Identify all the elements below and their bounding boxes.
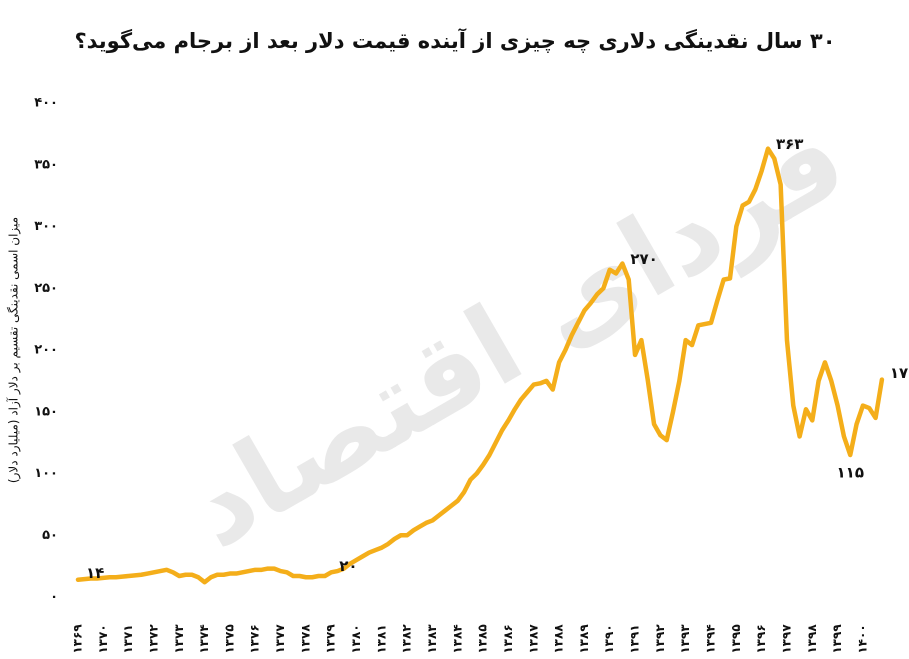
- x-tick-label: ۱۳۷۴: [197, 624, 211, 653]
- x-tick-label: ۱۳۷۵: [222, 624, 236, 653]
- x-tick-label: ۱۳۷۲: [146, 624, 160, 654]
- x-tick-label: ۱۳۸۸: [552, 624, 566, 654]
- x-tick-label: ۱۳۸۶: [501, 624, 515, 653]
- x-tick-label: ۱۳۷۷: [273, 624, 287, 654]
- x-tick-label: ۱۳۶۹: [71, 624, 85, 654]
- y-tick-label: ۲۵۰: [34, 281, 58, 296]
- y-tick-label: ۳۵۰: [34, 157, 58, 172]
- x-tick-label: ۱۳۷۹: [324, 624, 338, 654]
- x-tick-label: ۱۳۷۶: [248, 624, 262, 653]
- line-series: [75, 146, 885, 585]
- x-tick-label: ۱۳۸۷: [526, 624, 540, 654]
- data-label: ۲۷۰: [630, 250, 657, 268]
- x-tick-label: ۱۳۷۳: [172, 624, 186, 654]
- x-tick-label: ۱۳۹۹: [830, 624, 844, 654]
- y-tick-label: ۵۰: [42, 528, 58, 543]
- x-tick-label: ۱۳۸۳: [425, 624, 439, 654]
- x-tick-label: ۱۳۸۴: [450, 624, 464, 653]
- data-label: ۳۶۳: [776, 135, 803, 153]
- data-label: ۲۰: [339, 557, 357, 575]
- data-label: ۱۴: [86, 564, 104, 582]
- y-tick-label: ۱۵۰: [34, 404, 58, 419]
- x-tick-label: ۱۳۹۱: [628, 624, 642, 653]
- x-tick-label: ۱۳۹۳: [678, 624, 692, 654]
- data-label: ۱۷۶: [890, 364, 909, 382]
- x-tick-label: ۱۳۸۱: [374, 624, 388, 653]
- x-tick-label: ۱۳۷۰: [96, 624, 110, 653]
- y-axis-label: میزان اسمی نقدینگی تقسیم بر دلار آزاد (م…: [6, 217, 22, 483]
- y-tick-label: ۰: [50, 590, 58, 605]
- x-tick-label: ۱۳۸۰: [349, 624, 363, 653]
- y-tick-label: ۱۰۰: [34, 466, 58, 481]
- x-tick-label: ۱۳۹۴: [704, 624, 718, 653]
- x-tick-label: ۱۳۹۰: [602, 624, 616, 653]
- y-tick-label: ۳۰۰: [34, 219, 58, 234]
- x-tick-label: ۱۳۹۸: [805, 624, 819, 654]
- data-label: ۱۱۵: [837, 463, 864, 481]
- x-tick-label: ۱۳۹۷: [779, 624, 793, 654]
- x-tick-label: ۱۳۷۱: [121, 624, 135, 653]
- x-tick-label: ۱۳۹۶: [754, 624, 768, 653]
- x-tick-label: ۱۳۸۵: [476, 624, 490, 653]
- x-tick-label: ۱۳۸۹: [577, 624, 591, 654]
- x-tick-label: ۱۳۸۲: [400, 624, 414, 654]
- y-tick-label: ۲۰۰: [34, 343, 58, 358]
- y-tick-label: ۴۰۰: [34, 96, 58, 111]
- x-tick-label: ۱۴۰۰: [855, 624, 869, 653]
- x-tick-label: ۱۳۹۵: [729, 624, 743, 653]
- x-tick-label: ۱۳۷۸: [298, 624, 312, 654]
- x-tick-label: ۱۳۹۲: [653, 624, 667, 654]
- chart-title: ۳۰ سال نقدینگی دلاری چه چیزی از آینده قی…: [74, 28, 835, 53]
